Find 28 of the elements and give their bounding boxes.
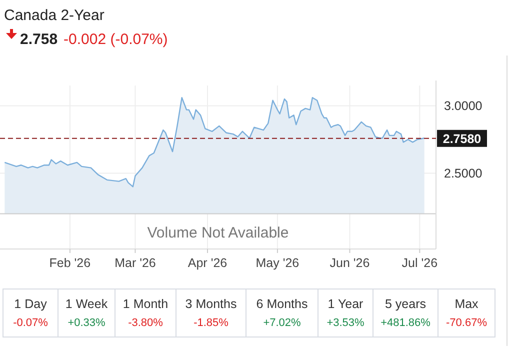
category-label: 1 Day (14, 297, 48, 311)
y-tick-label: 2.5000 (444, 166, 482, 181)
category-label: 6 Months (256, 297, 308, 311)
text: +0.33% (68, 317, 106, 329)
x-tick-label: Feb '26 (49, 256, 91, 270)
text: -1.85% (194, 317, 228, 329)
text: -3.80% (128, 317, 163, 329)
chart-subtitle: 2.758 -0.002 (-0.07%) (20, 31, 168, 48)
x-tick-label: Mar '26 (114, 256, 156, 270)
text: -70.67% (446, 317, 487, 329)
category-label: 3 Months (185, 297, 237, 311)
text: +3.53% (326, 317, 364, 329)
text: Volume Not Available (147, 224, 289, 242)
ref-line-label: 2.7580 (442, 132, 482, 146)
category-label: Max (454, 297, 480, 311)
category-label: 1 Month (122, 297, 168, 311)
x-tick-label: Apr '26 (188, 256, 228, 270)
x-tick-label: May '26 (256, 256, 300, 270)
category-label: 5 years (385, 297, 426, 311)
category-label: 1 Week (65, 297, 108, 311)
text: +481.86% (380, 317, 430, 329)
text: +7.02% (263, 317, 301, 329)
category-label: 1 Year (328, 297, 364, 311)
y-tick-label: 3.0000 (444, 99, 482, 114)
x-tick-label: Jun '26 (330, 256, 370, 270)
chart-title: Canada 2-Year (4, 7, 104, 24)
x-tick-label: Jul '26 (402, 256, 438, 270)
text: -0.07% (13, 317, 48, 329)
